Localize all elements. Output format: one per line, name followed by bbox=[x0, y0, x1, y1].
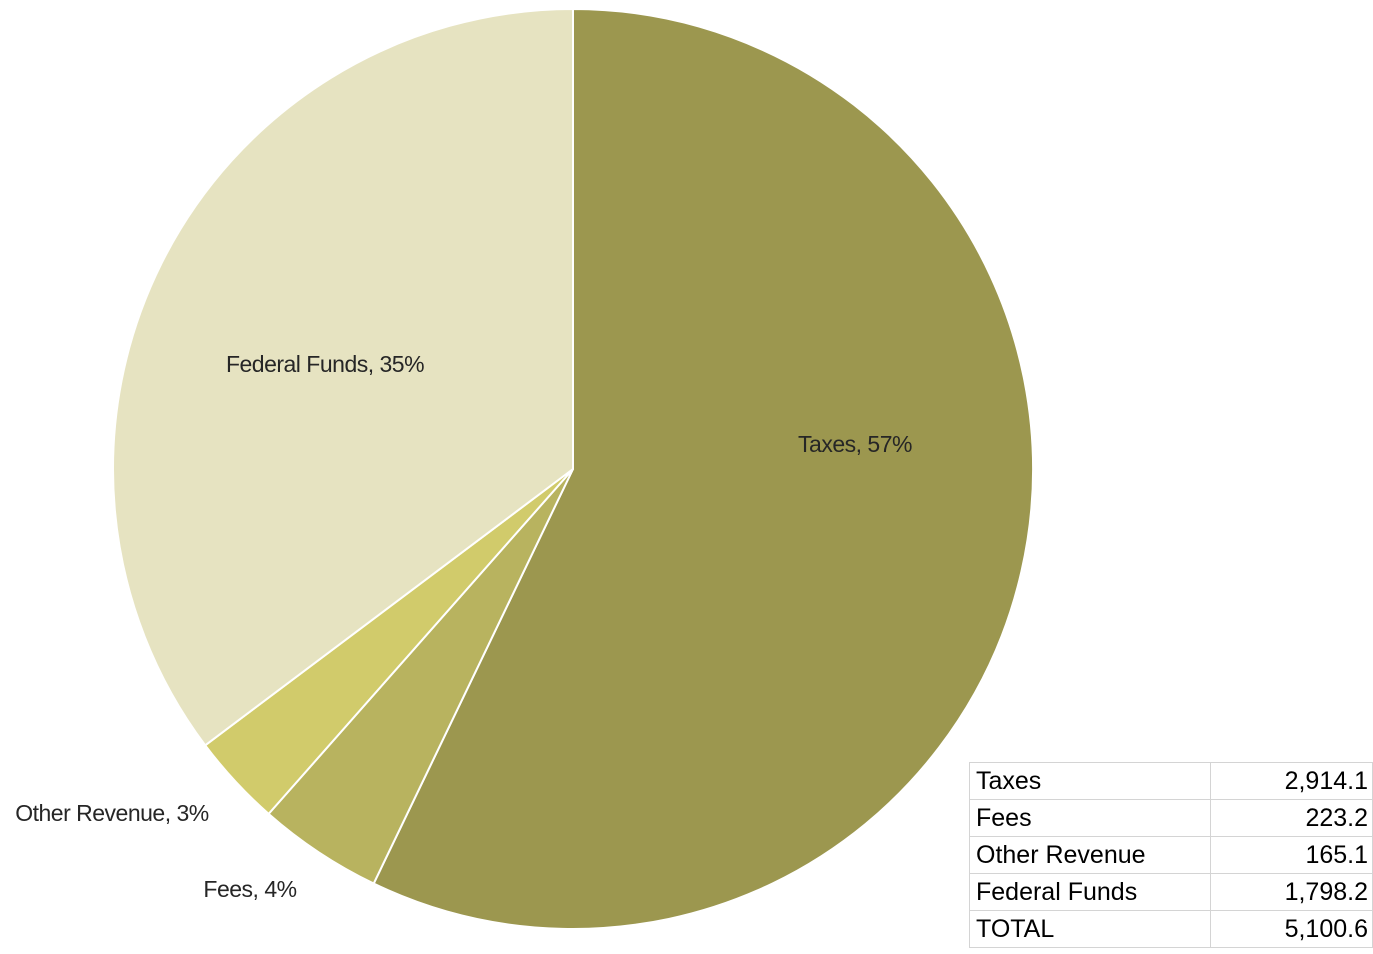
row-value: 223.2 bbox=[1210, 799, 1373, 837]
row-value: 1,798.2 bbox=[1210, 873, 1373, 911]
slice-label-other-revenue: Other Revenue, 3% bbox=[15, 800, 209, 826]
data-table: Taxes 2,914.1 Fees 223.2 Other Revenue 1… bbox=[969, 762, 1373, 948]
table-row: Federal Funds 1,798.2 bbox=[969, 873, 1373, 911]
row-label: TOTAL bbox=[969, 910, 1211, 948]
slice-labels: Taxes, 57% Fees, 4% Other Revenue, 3% Fe… bbox=[15, 351, 912, 902]
row-label: Fees bbox=[969, 799, 1211, 837]
pie-slice-federal-funds bbox=[112, 8, 574, 747]
row-label: Other Revenue bbox=[969, 836, 1211, 874]
row-label: Taxes bbox=[969, 762, 1211, 800]
table-row: Other Revenue 165.1 bbox=[969, 836, 1373, 874]
slice-label-federal-funds: Federal Funds, 35% bbox=[226, 351, 424, 377]
table-row: Taxes 2,914.1 bbox=[969, 762, 1373, 800]
pie-slices bbox=[112, 8, 1034, 930]
pie-slice-taxes bbox=[372, 8, 1034, 930]
slice-label-fees: Fees, 4% bbox=[203, 876, 296, 902]
slice-label-taxes: Taxes, 57% bbox=[798, 431, 912, 457]
table-row: Fees 223.2 bbox=[969, 799, 1373, 837]
row-value: 5,100.6 bbox=[1210, 910, 1373, 948]
table-row-total: TOTAL 5,100.6 bbox=[969, 910, 1373, 948]
row-value: 165.1 bbox=[1210, 836, 1373, 874]
row-value: 2,914.1 bbox=[1210, 762, 1373, 800]
row-label: Federal Funds bbox=[969, 873, 1211, 911]
